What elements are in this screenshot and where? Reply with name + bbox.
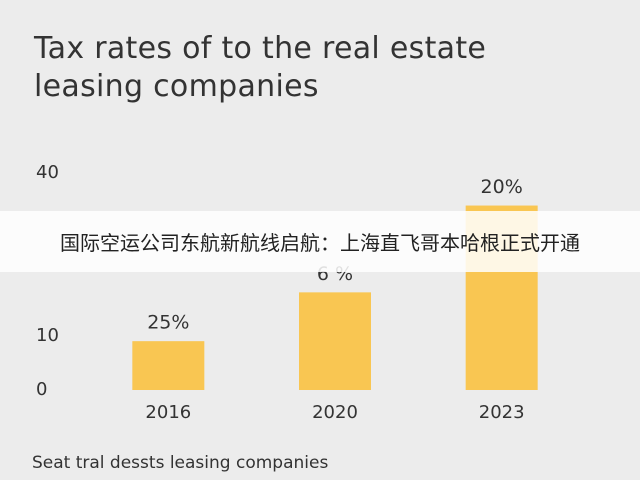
overlay-banner: 国际空运公司东航新航线启航：上海直飞哥本哈根正式开通 <box>0 211 640 272</box>
annotation: 20% <box>481 176 523 198</box>
x-tick-label: 2016 <box>145 402 191 423</box>
bar <box>299 292 371 390</box>
y-tick-label: 40 <box>36 162 59 183</box>
y-tick-label: 0 <box>36 379 47 400</box>
annotation: 25% <box>147 312 189 334</box>
chart-title: Tax rates of to the real estate leasing … <box>34 31 487 104</box>
x-axis-label: Seat tral dessts leasing companies <box>32 453 328 473</box>
y-tick-label: 10 <box>36 325 59 346</box>
x-tick-label: 2020 <box>312 402 358 423</box>
bar <box>132 341 205 390</box>
x-tick-label: 2023 <box>479 402 525 423</box>
